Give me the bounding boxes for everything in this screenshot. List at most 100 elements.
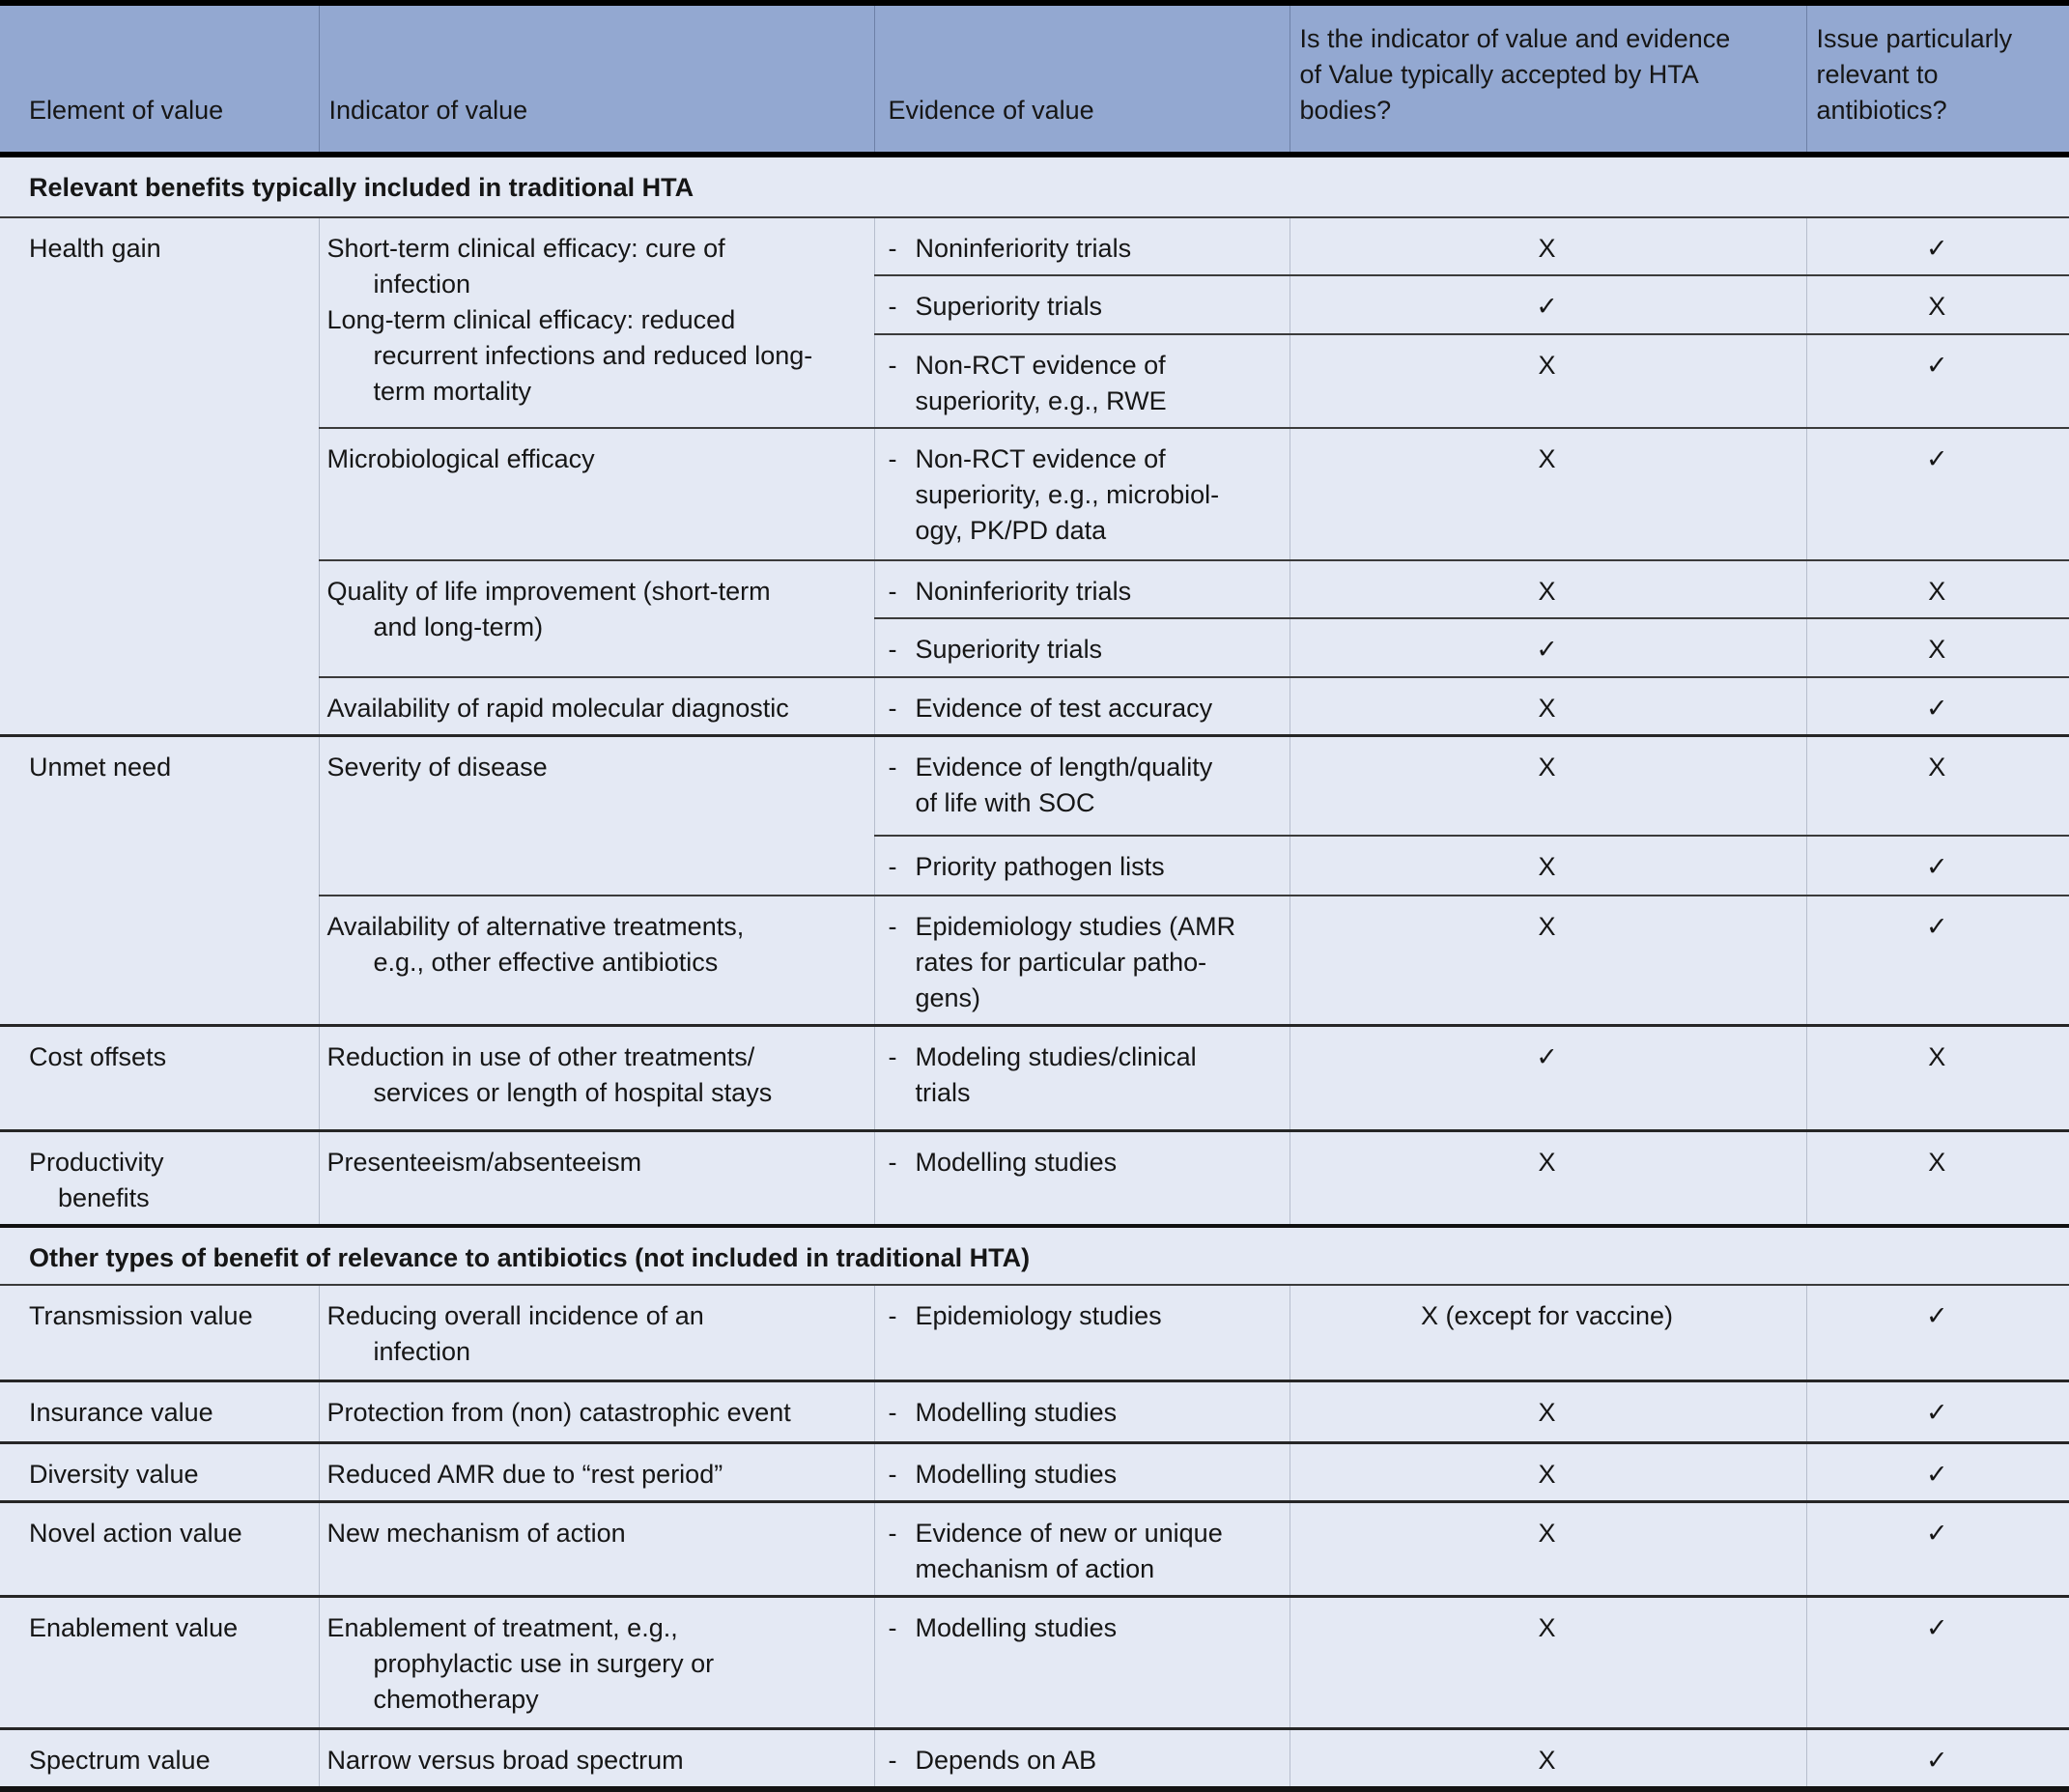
indicator-text: Enablement of treatment, e.g., prophylac…	[326, 1613, 715, 1714]
evidence-text: Evidence of length/quality of life with …	[915, 753, 1213, 817]
hta-accepted-mark: X	[1289, 834, 1806, 896]
list-dash: -	[888, 1519, 897, 1548]
evidence-text: Modeling studies/clinical trials	[915, 1041, 1197, 1107]
evidence-cell: - Evidence of length/quality of life wit…	[873, 734, 1290, 836]
indicator-cell: Availability of rapid molecular diagnost…	[318, 676, 874, 736]
evidence-cell: - Modelling studies	[873, 1128, 1290, 1226]
element-cell: Diversity value	[0, 1441, 319, 1502]
evidence-text: Depends on AB	[915, 1746, 1097, 1775]
antibiotics-relevant-mark: ✓	[1805, 1441, 2069, 1502]
column-header-evidence-of-value: Evidence of value	[873, 3, 1290, 157]
evidence-text: Evidence of new or unique mechanism of a…	[915, 1519, 1223, 1583]
evidence-cell: - Noninferiority trials	[873, 217, 1290, 275]
column-header-hta-accepted: Is the indicator of value and evidence o…	[1289, 3, 1806, 157]
evidence-cell: - Superiority trials	[873, 617, 1290, 677]
element-cell: Enablement value	[0, 1595, 319, 1729]
hta-accepted-mark: ✓	[1289, 274, 1806, 334]
hta-accepted-mark: X	[1289, 1441, 1806, 1502]
list-dash: -	[888, 234, 897, 263]
evidence-cell: - Epidemiology studies	[873, 1284, 1290, 1381]
indicator-text: Availability of rapid molecular diagnost…	[326, 694, 789, 723]
evidence-cell: - Non-RCT evidence of superiority, e.g.,…	[873, 333, 1290, 428]
indicator-cell: Reduction in use of other treatments/ se…	[318, 1023, 874, 1130]
element-cell: Unmet need	[0, 734, 319, 1025]
indicator-text: Reducing overall incidence of an infecti…	[326, 1300, 704, 1366]
element-cell: Insurance value	[0, 1380, 319, 1443]
hta-accepted-mark: X	[1289, 1128, 1806, 1226]
table-row: Insurance value Protection from (non) ca…	[0, 1380, 2069, 1443]
antibiotics-relevant-mark: ✓	[1805, 1380, 2069, 1443]
evidence-text: Modelling studies	[915, 1398, 1118, 1427]
evidence-text: Superiority trials	[915, 292, 1103, 321]
evidence-text: Modelling studies	[915, 1147, 1118, 1177]
element-text: Insurance value	[29, 1398, 213, 1427]
evidence-cell: - Depends on AB	[873, 1727, 1290, 1789]
column-header-element-of-value: Element of value	[0, 3, 319, 157]
indicator-cell: Narrow versus broad spectrum	[318, 1727, 874, 1789]
table-header-row: Element of value Indicator of value Evid…	[0, 3, 2069, 157]
evidence-text: Priority pathogen lists	[915, 851, 1165, 881]
element-text: Transmission value	[29, 1300, 253, 1330]
antibiotics-relevant-mark: ✓	[1805, 333, 2069, 428]
hta-accepted-mark: X	[1289, 559, 1806, 618]
element-text: Unmet need	[29, 753, 172, 782]
table-row: Enablement value Enablement of treatment…	[0, 1595, 2069, 1729]
indicator-text: Severity of disease	[326, 753, 548, 782]
indicator-cell: Enablement of treatment, e.g., prophylac…	[318, 1595, 874, 1729]
element-cell: Productivity benefits	[0, 1128, 319, 1226]
antibiotics-relevant-mark: ✓	[1805, 1727, 2069, 1789]
evidence-cell: - Modelling studies	[873, 1441, 1290, 1502]
hta-accepted-mark: X	[1289, 217, 1806, 275]
table-row: Spectrum value Narrow versus broad spect…	[0, 1727, 2069, 1789]
table-row: Unmet need Severity of disease - Evidenc…	[0, 734, 2069, 1025]
hta-accepted-mark: ✓	[1289, 617, 1806, 677]
evidence-text: Superiority trials	[915, 635, 1103, 664]
indicator-cell: Protection from (non) catastrophic event	[318, 1380, 874, 1443]
table-row: Cost offsets Reduction in use of other t…	[0, 1023, 2069, 1130]
indicator-cell: Reducing overall incidence of an infecti…	[318, 1284, 874, 1381]
element-text: Health gain	[29, 234, 161, 263]
table-row: Productivity benefits Presenteeism/absen…	[0, 1128, 2069, 1226]
evidence-cell: - Priority pathogen lists	[873, 834, 1290, 896]
list-dash: -	[888, 1300, 897, 1330]
hta-accepted-mark: X	[1289, 1500, 1806, 1597]
evidence-text: Non-RCT evidence of superiority, e.g., m…	[915, 444, 1220, 545]
antibiotics-relevant-mark: ✓	[1805, 834, 2069, 896]
table-row: - Superiority trials ✓ X	[0, 274, 2069, 334]
element-text: Cost offsets	[29, 1041, 167, 1071]
indicator-text: Availability of alternative treatments, …	[326, 911, 745, 977]
evidence-cell: - Superiority trials	[873, 274, 1290, 334]
indicator-text: Narrow versus broad spectrum	[326, 1746, 684, 1775]
list-dash: -	[888, 351, 897, 380]
hta-accepted-mark: X	[1289, 1595, 1806, 1729]
column-header-antibiotics-relevant: Issue particularly relevant to antibioti…	[1805, 3, 2069, 157]
list-dash: -	[888, 1147, 897, 1177]
list-dash: -	[888, 1398, 897, 1427]
list-dash: -	[888, 911, 897, 941]
list-dash: -	[888, 1746, 897, 1775]
hta-accepted-mark: X	[1289, 333, 1806, 428]
antibiotics-relevant-mark: ✓	[1805, 427, 2069, 560]
evidence-cell: - Evidence of new or unique mechanism of…	[873, 1500, 1290, 1597]
indicator-cell: Quality of life improvement (short-term …	[318, 559, 874, 677]
evidence-cell: - Non-RCT evidence of superiority, e.g.,…	[873, 427, 1290, 560]
element-text: Novel action value	[29, 1519, 242, 1548]
table-row: Availability of alternative treatments, …	[0, 894, 2069, 1025]
antibiotics-relevant-mark: X	[1805, 559, 2069, 618]
evidence-text: Noninferiority trials	[915, 577, 1132, 606]
list-dash: -	[888, 444, 897, 473]
hta-accepted-mark: X	[1289, 1727, 1806, 1789]
element-text: Diversity value	[29, 1460, 199, 1489]
table-row: - Superiority trials ✓ X	[0, 617, 2069, 677]
list-dash: -	[888, 753, 897, 782]
indicator-cell: Short-term clinical efficacy: cure of in…	[318, 217, 874, 428]
element-cell: Spectrum value	[0, 1727, 319, 1789]
antibiotics-relevant-mark: X	[1805, 617, 2069, 677]
section-header-row: Other types of benefit of relevance to a…	[0, 1223, 2069, 1286]
section-title: Other types of benefit of relevance to a…	[0, 1223, 2069, 1286]
table-row: Diversity value Reduced AMR due to “rest…	[0, 1441, 2069, 1502]
list-dash: -	[888, 1613, 897, 1642]
hta-accepted-mark: X	[1289, 676, 1806, 736]
list-dash: -	[888, 577, 897, 606]
